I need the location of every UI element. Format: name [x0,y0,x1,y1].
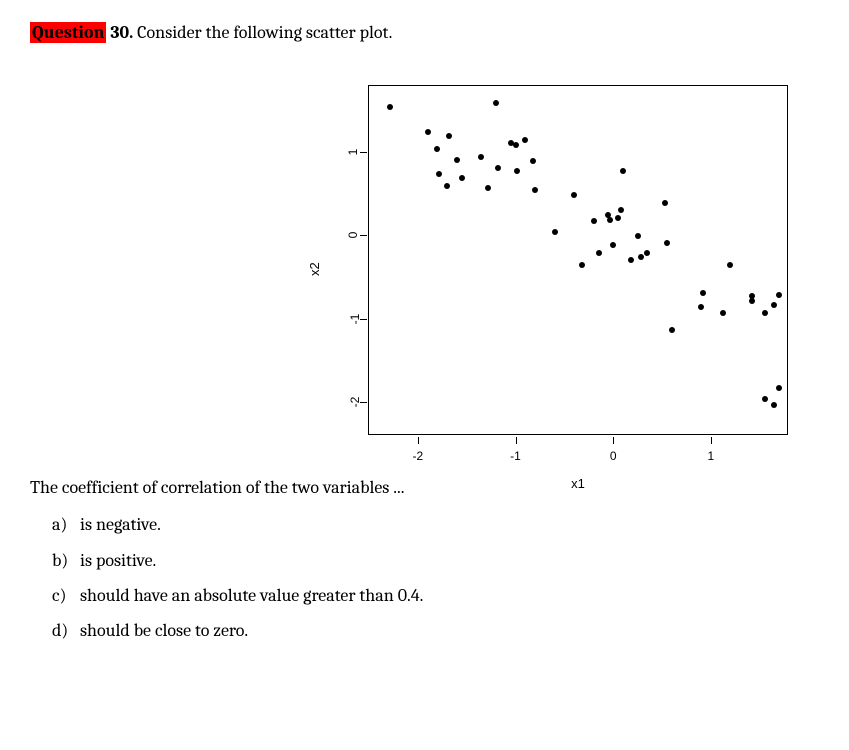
scatter-chart: x2 -2-101 x1 -2-101 [320,85,790,435]
data-point [596,250,602,256]
data-point [607,217,613,223]
data-point [436,171,442,177]
data-point [720,310,726,316]
options-list: a) is negative. b) is positive. c) shoul… [30,512,819,643]
question-prompt: Consider the following scatter plot. [133,22,392,43]
data-point [776,292,782,298]
option-letter: a) [52,512,67,537]
option-b: b) is positive. [80,548,819,573]
data-point [762,396,768,402]
x-tick-label: -1 [510,448,521,465]
data-point [446,133,452,139]
data-point [444,183,450,189]
data-point [620,168,626,174]
data-point [591,218,597,224]
question-label-highlight: Question [30,22,106,43]
data-point [514,168,520,174]
data-point [493,100,499,106]
data-point [628,257,634,263]
data-point [762,310,768,316]
data-point [669,327,675,333]
x-tick-label: -2 [412,448,423,465]
data-point [485,185,491,191]
data-point [749,293,755,299]
data-point [618,207,624,213]
data-point [495,165,501,171]
x-tick [613,437,614,444]
data-point [771,402,777,408]
option-letter: b) [52,548,68,573]
data-point [635,233,641,239]
data-point [434,146,440,152]
data-point [698,304,704,310]
data-point [579,262,585,268]
y-tick-label: -2 [347,397,364,408]
data-point [513,142,519,148]
y-tick-label: 1 [345,149,362,156]
data-point [459,175,465,181]
option-letter: c) [52,583,66,608]
option-text: is negative. [80,514,161,535]
plot-frame: -2-101 [368,85,788,435]
data-point [771,302,777,308]
x-tick-label: 0 [610,448,617,465]
data-point [610,242,616,248]
x-tick [418,437,419,444]
data-point [638,254,644,260]
option-c: c) should have an absolute value greater… [80,583,819,608]
y-tick-label: 0 [345,232,362,239]
question-header: Question 30. Consider the following scat… [30,20,819,45]
data-point [530,158,536,164]
data-point [727,262,733,268]
data-point [454,157,460,163]
y-axis-label: x2 [306,262,324,276]
data-point [571,192,577,198]
data-point [644,250,650,256]
question-number: 30. [106,22,133,43]
y-tick-label: -1 [347,313,364,324]
option-text: should have an absolute value greater th… [80,585,423,606]
data-point [387,104,393,110]
data-point [478,154,484,160]
option-d: d) should be close to zero. [80,618,819,643]
data-point [532,187,538,193]
data-point [664,240,670,246]
data-point [425,129,431,135]
data-point [552,229,558,235]
option-text: should be close to zero. [80,620,248,641]
option-letter: d) [52,618,68,643]
x-tick [711,437,712,444]
x-tick [516,437,517,444]
data-point [615,215,621,221]
data-point [662,200,668,206]
option-a: a) is negative. [80,512,819,537]
data-point [776,385,782,391]
x-axis-label: x1 [368,475,788,493]
data-point [700,290,706,296]
data-point [522,137,528,143]
x-tick-label: 1 [708,448,715,465]
option-text: is positive. [80,550,156,571]
